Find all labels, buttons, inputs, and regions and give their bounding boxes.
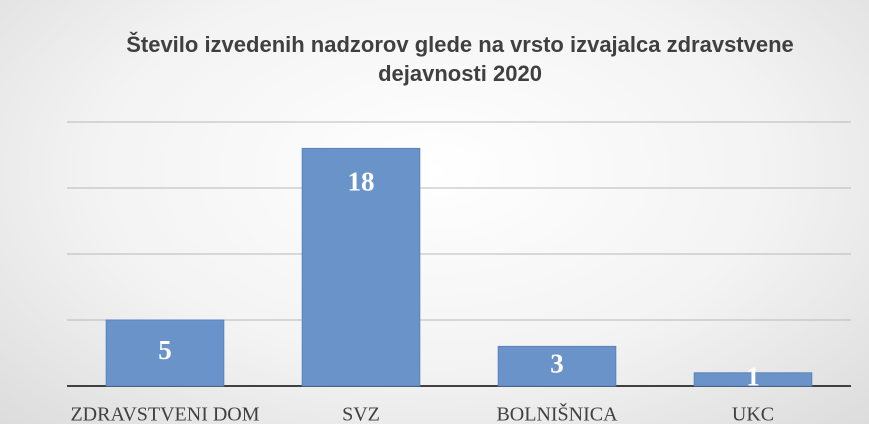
bar xyxy=(301,147,421,387)
bar xyxy=(693,372,813,387)
x-tick-label: UKC xyxy=(732,404,774,424)
x-tick-label: SVZ xyxy=(342,404,380,424)
x-tick-label: ZDRAVSTVENI DOM xyxy=(70,404,259,424)
data-label: 18 xyxy=(348,167,375,197)
data-label: 1 xyxy=(746,362,760,392)
x-tick-label: BOLNIŠNICA xyxy=(496,402,618,424)
data-label: 5 xyxy=(158,335,172,365)
data-label: 3 xyxy=(550,348,564,378)
chart-title: Število izvedenih nadzorov glede na vrst… xyxy=(126,32,794,86)
bar xyxy=(105,319,225,387)
bar xyxy=(497,345,617,387)
